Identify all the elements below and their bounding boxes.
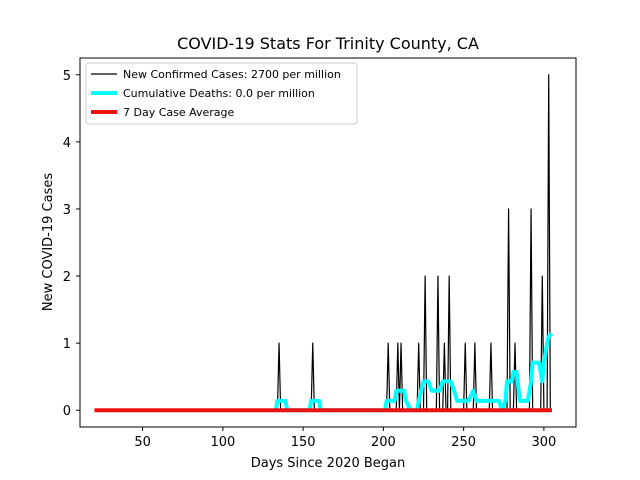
legend-label-deaths: Cumulative Deaths: 0.0 per million: [123, 87, 315, 100]
legend: New Confirmed Cases: 2700 per million Cu…: [85, 62, 358, 125]
y-tick-label: 2: [63, 270, 71, 285]
series-line-1: [273, 332, 554, 413]
x-tick-label: 250: [451, 435, 476, 450]
legend-label-new-cases: New Confirmed Cases: 2700 per million: [123, 68, 341, 81]
y-tick-label: 3: [63, 203, 71, 218]
x-tick-label: 300: [531, 435, 556, 450]
y-tick-label: 1: [63, 337, 71, 352]
axes-frame: [79, 57, 577, 428]
x-axis-title: Days Since 2020 Began: [251, 456, 406, 471]
chart-title: COVID-19 Stats For Trinity County, CA: [177, 34, 479, 53]
x-tick-label: 50: [134, 435, 151, 450]
x-tick-label: 100: [210, 435, 235, 450]
legend-box: [85, 62, 358, 125]
x-tick-label: 200: [371, 435, 396, 450]
axes-ticks: 50 100 150 200 250 300 0 1 2 3 4 5: [63, 69, 557, 450]
y-tick-label: 4: [63, 136, 71, 151]
y-tick-label: 5: [63, 69, 71, 84]
y-axis-title: New COVID-19 Cases: [41, 173, 56, 311]
x-tick-label: 150: [291, 435, 316, 450]
y-tick-label: 0: [63, 404, 71, 419]
legend-label-7day-average: 7 Day Case Average: [123, 106, 235, 119]
plot-area: [94, 74, 554, 413]
